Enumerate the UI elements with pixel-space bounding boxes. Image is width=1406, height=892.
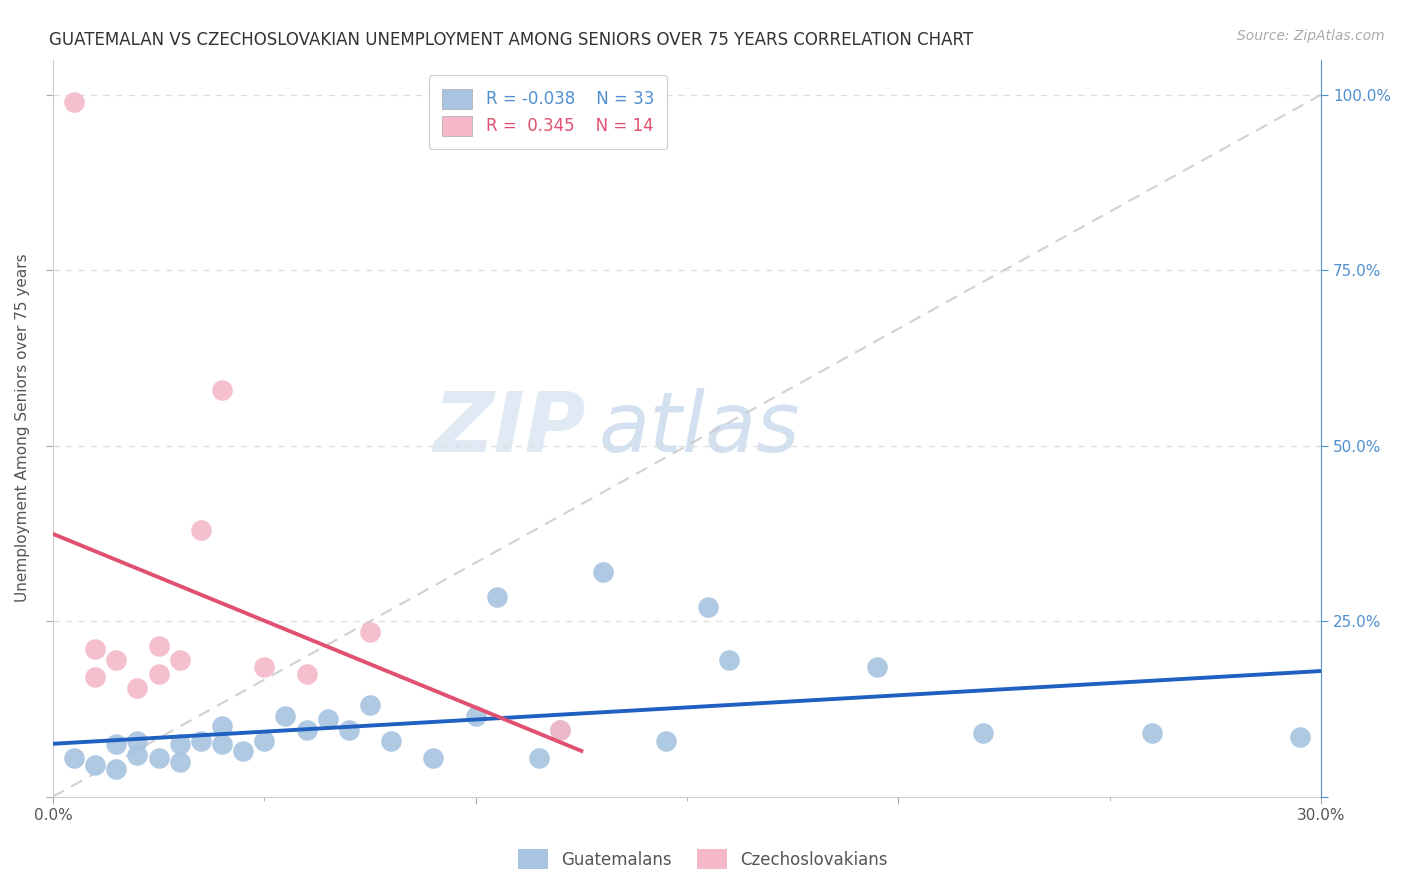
Text: GUATEMALAN VS CZECHOSLOVAKIAN UNEMPLOYMENT AMONG SENIORS OVER 75 YEARS CORRELATI: GUATEMALAN VS CZECHOSLOVAKIAN UNEMPLOYME… (49, 31, 973, 49)
Point (380, 733, 402, 747)
Point (485, 590, 508, 604)
Point (127, 733, 149, 747)
Point (655, 733, 678, 747)
Point (169, 653, 191, 667)
Point (464, 709, 486, 723)
Legend: Guatemalans, Czechoslovakians: Guatemalans, Czechoslovakians (508, 838, 898, 880)
Point (105, 737, 128, 751)
Point (190, 733, 212, 747)
Point (105, 653, 128, 667)
Point (718, 653, 741, 667)
Point (63, 751, 86, 765)
Point (295, 723, 318, 737)
Point (697, 600, 720, 615)
Point (148, 666, 170, 681)
Point (84, 670, 107, 684)
Point (63, 95, 86, 109)
Point (127, 747, 149, 762)
Point (527, 751, 550, 765)
Point (1289, 730, 1312, 744)
Point (295, 666, 318, 681)
Text: atlas: atlas (599, 388, 800, 468)
Point (211, 737, 233, 751)
Y-axis label: Unemployment Among Seniors over 75 years: Unemployment Among Seniors over 75 years (15, 254, 30, 602)
Point (169, 755, 191, 769)
Point (84, 758, 107, 772)
Point (211, 719, 233, 733)
Point (127, 681, 149, 695)
Point (253, 733, 276, 747)
Point (105, 762, 128, 776)
Point (253, 660, 276, 674)
Point (316, 713, 339, 727)
Point (548, 723, 571, 737)
Point (866, 660, 889, 674)
Point (422, 751, 444, 765)
Point (169, 737, 191, 751)
Point (1140, 726, 1163, 740)
Text: ZIP: ZIP (433, 388, 585, 468)
Point (359, 624, 381, 639)
Point (972, 726, 994, 740)
Point (211, 383, 233, 397)
Point (359, 698, 381, 713)
Legend: R = -0.038    N = 33, R =  0.345    N = 14: R = -0.038 N = 33, R = 0.345 N = 14 (429, 75, 668, 149)
Point (232, 744, 254, 758)
Point (592, 565, 614, 579)
Text: Source: ZipAtlas.com: Source: ZipAtlas.com (1237, 29, 1385, 43)
Point (337, 723, 360, 737)
Point (274, 709, 297, 723)
Point (148, 751, 170, 765)
Point (190, 523, 212, 537)
Point (84, 642, 107, 657)
Point (148, 639, 170, 653)
Point (548, 723, 571, 737)
